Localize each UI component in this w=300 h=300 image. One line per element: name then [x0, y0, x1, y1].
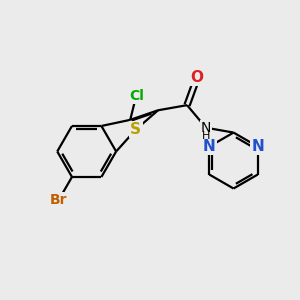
- Text: N: N: [203, 139, 216, 154]
- Text: O: O: [190, 70, 204, 85]
- Text: N: N: [201, 121, 211, 135]
- Text: N: N: [251, 139, 264, 154]
- Text: H: H: [202, 131, 210, 141]
- Text: Cl: Cl: [129, 88, 144, 103]
- Text: Br: Br: [50, 193, 68, 207]
- Text: S: S: [130, 122, 141, 137]
